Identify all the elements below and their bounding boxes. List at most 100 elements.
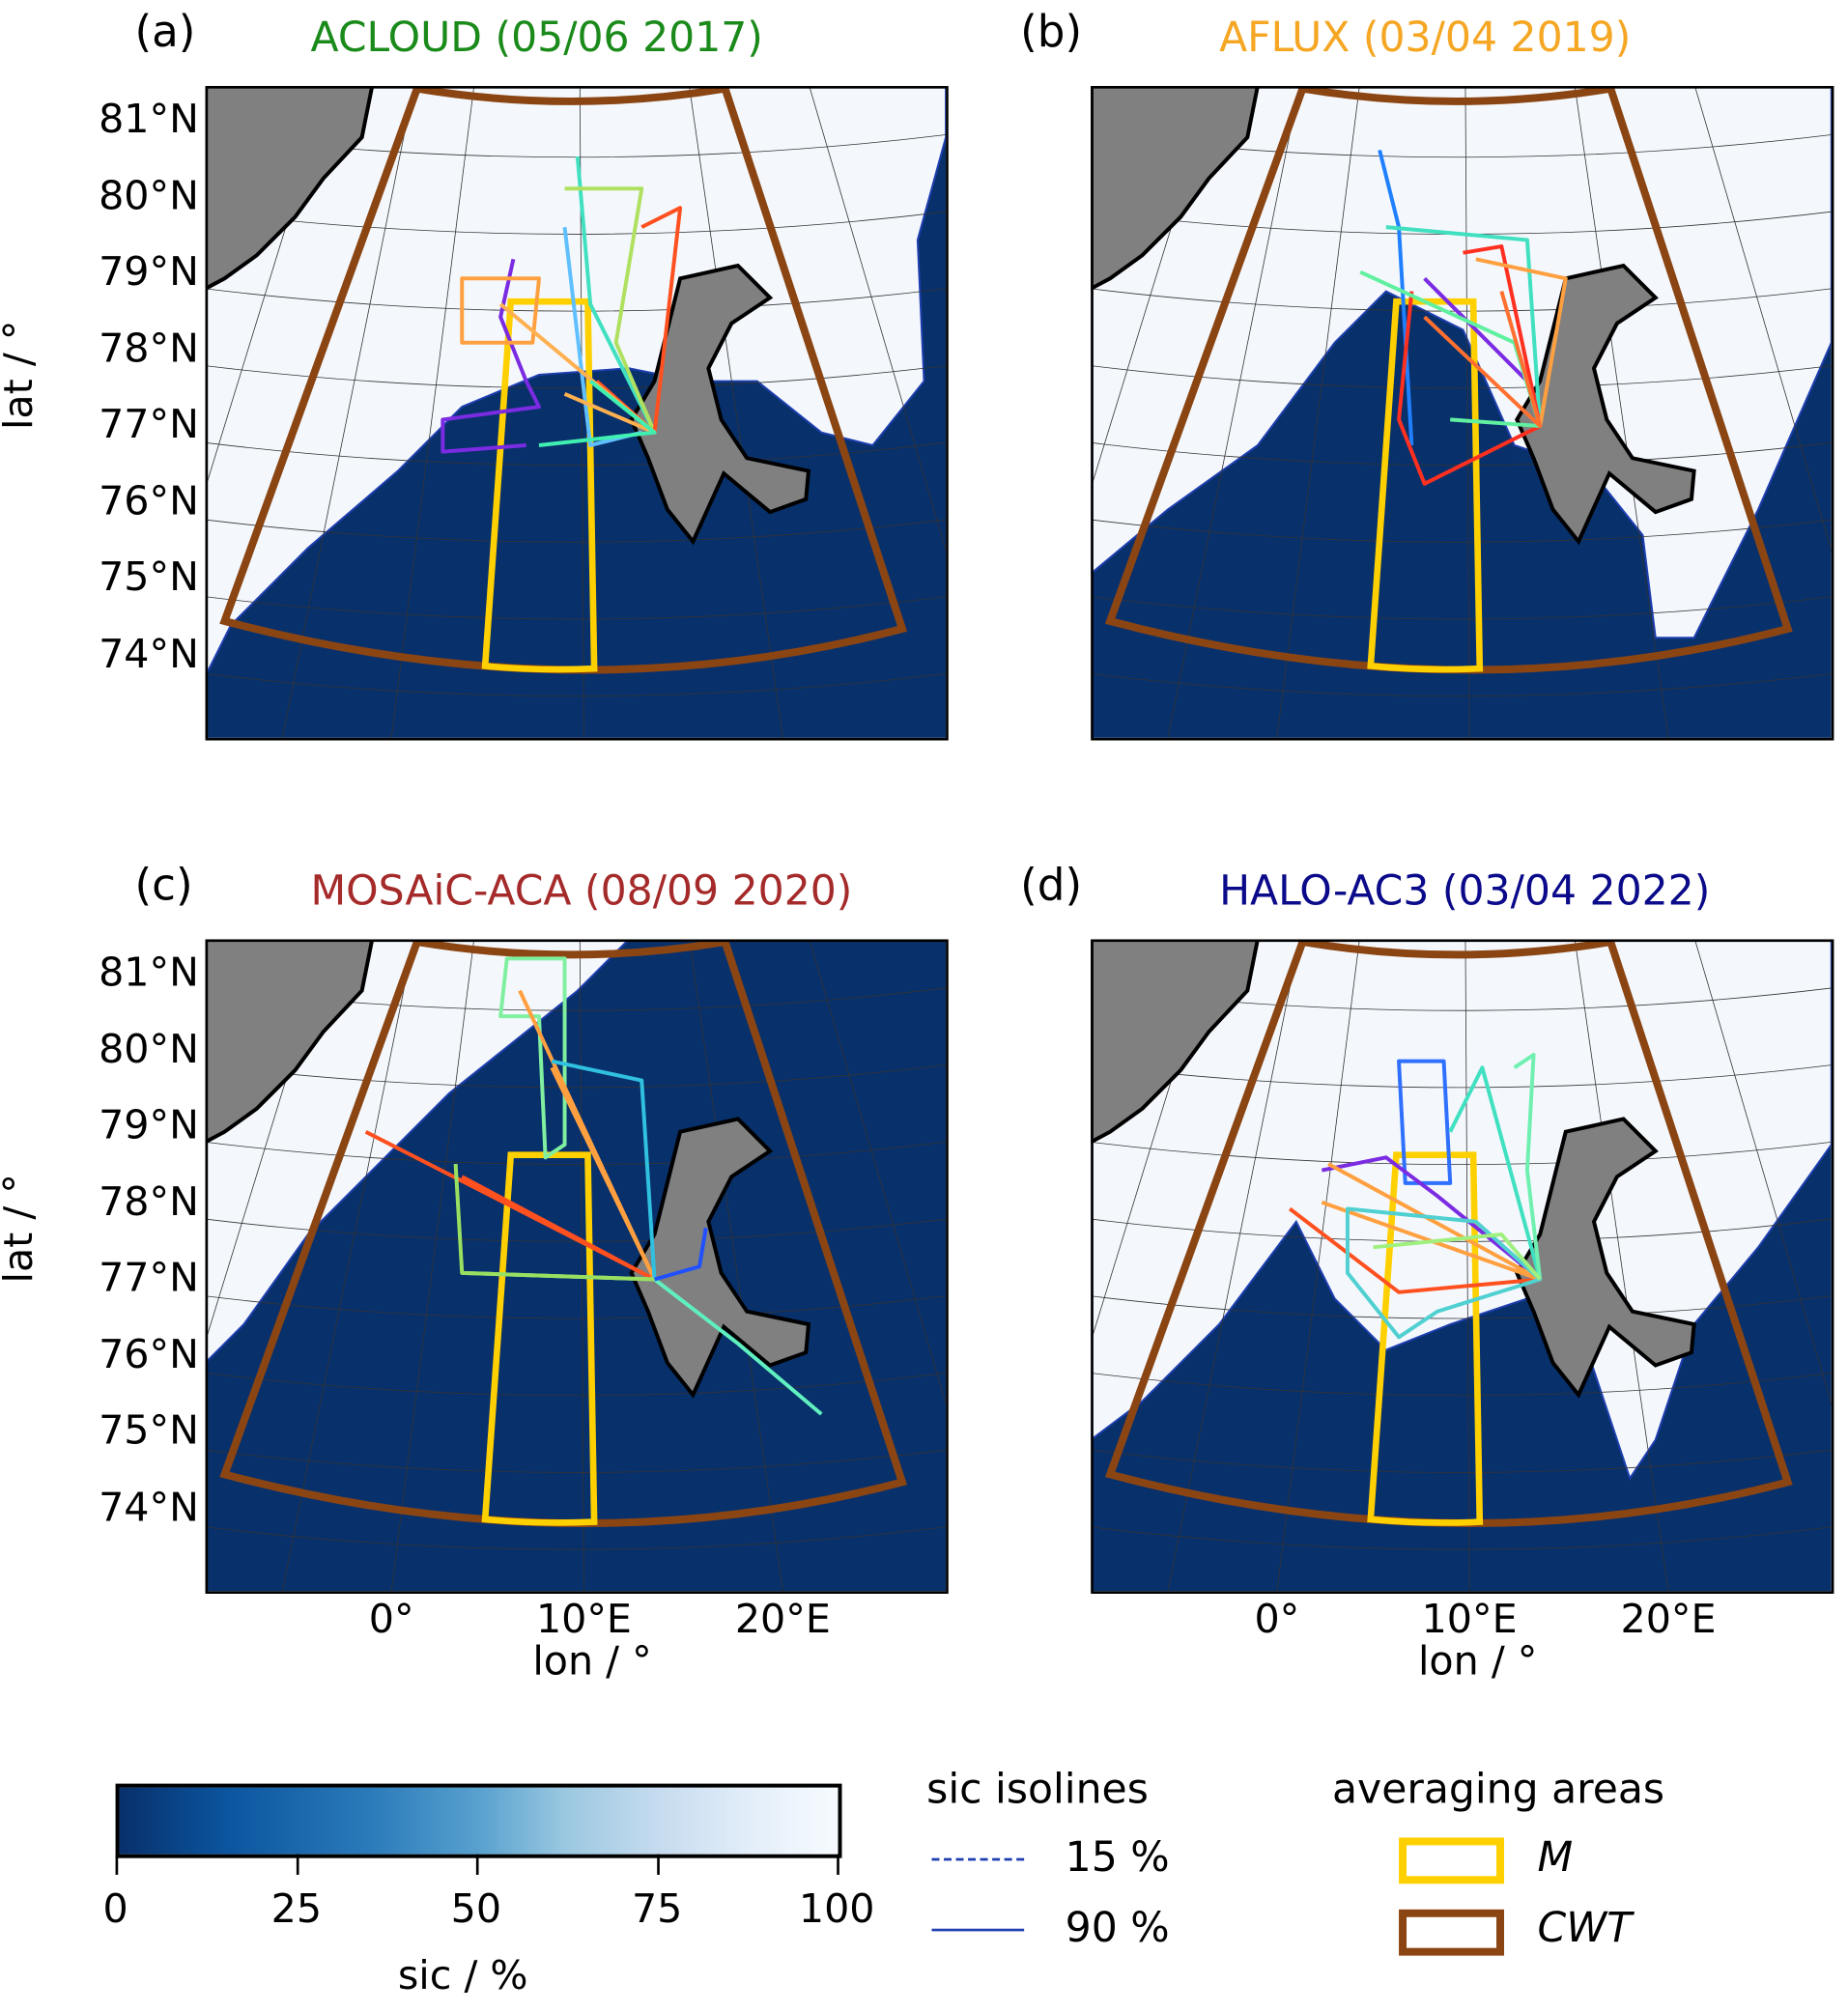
isoline-15-label: 15 % bbox=[1065, 1832, 1170, 1882]
lon-tick-label: 0° bbox=[1254, 1596, 1300, 1643]
meridian-gridline bbox=[1574, 86, 1669, 738]
isoline-90-swatch bbox=[931, 1928, 1025, 1932]
colorbar-tick bbox=[475, 1854, 479, 1875]
area-m-label: M bbox=[1537, 1832, 1574, 1882]
colorbar-tick bbox=[657, 1854, 660, 1875]
map-panel bbox=[205, 86, 949, 741]
parallel-gridline bbox=[1091, 519, 1832, 543]
parallel-gridline bbox=[205, 211, 947, 235]
parallel-gridline bbox=[205, 1449, 947, 1473]
flight-track bbox=[1475, 257, 1568, 427]
lat-tick-label: 78°N bbox=[99, 325, 199, 372]
greenland-land bbox=[1091, 86, 1260, 292]
flight-track bbox=[1513, 1053, 1543, 1280]
parallel-gridline bbox=[1091, 1449, 1832, 1473]
parallel-gridline bbox=[205, 1064, 947, 1089]
parallel-gridline bbox=[1091, 596, 1832, 620]
lon-tick-label: 20°E bbox=[1620, 1596, 1717, 1643]
colorbar-tick bbox=[837, 1854, 839, 1875]
parallel-gridline bbox=[1091, 1373, 1832, 1397]
flight-track bbox=[653, 1228, 708, 1282]
meridian-gridline bbox=[1167, 86, 1300, 738]
meridian-gridline bbox=[809, 939, 947, 1405]
map-frame bbox=[205, 939, 949, 1594]
meridian-gridline bbox=[1167, 939, 1300, 1592]
flight-track bbox=[1345, 1206, 1543, 1340]
panel-label: (c) bbox=[134, 860, 193, 912]
meridian-gridline bbox=[390, 939, 475, 1592]
greenland-land bbox=[205, 939, 375, 1145]
sea-ice-map bbox=[205, 86, 947, 738]
lat-tick-label: 79°N bbox=[99, 1102, 199, 1149]
lon-tick-label: 20°E bbox=[734, 1596, 831, 1643]
colorbar-tick-label: 50 bbox=[450, 1885, 502, 1933]
isolines-legend-title: sic isolines bbox=[926, 1764, 1149, 1814]
colorbar-tick-label: 100 bbox=[798, 1885, 875, 1933]
flight-track bbox=[1397, 1059, 1453, 1185]
lat-tick-label: 80°N bbox=[99, 172, 199, 219]
flight-track bbox=[1423, 291, 1543, 429]
greenland-land bbox=[1091, 939, 1260, 1145]
parallel-gridline bbox=[1091, 1064, 1832, 1089]
isoline-15-swatch bbox=[931, 1857, 1025, 1861]
panel-title: ACLOUD (05/06 2017) bbox=[310, 13, 763, 62]
lat-tick-label: 75°N bbox=[99, 553, 199, 601]
colorbar bbox=[115, 1783, 842, 1858]
parallel-gridline bbox=[1091, 673, 1832, 697]
lon-tick-label: 0° bbox=[368, 1596, 414, 1643]
sea-ice-map bbox=[1091, 939, 1832, 1592]
flight-track bbox=[441, 258, 541, 454]
flight-track bbox=[1288, 1206, 1541, 1294]
meridian-gridline bbox=[1464, 86, 1470, 738]
parallel-gridline bbox=[205, 673, 947, 697]
meridian-gridline bbox=[281, 939, 414, 1592]
parallel-gridline bbox=[205, 596, 947, 620]
panel-title: MOSAiC-ACA (08/09 2020) bbox=[310, 865, 853, 916]
meridian-gridline bbox=[689, 939, 783, 1592]
panel-title: AFLUX (03/04 2019) bbox=[1219, 13, 1632, 62]
parallel-gridline bbox=[1091, 1295, 1832, 1319]
parallel-gridline bbox=[1091, 1141, 1832, 1166]
area-cwt-label: CWT bbox=[1537, 1903, 1633, 1952]
meridian-gridline bbox=[809, 86, 947, 553]
m-area bbox=[1367, 298, 1484, 673]
meridian-gridline bbox=[689, 86, 783, 738]
sea-ice-map bbox=[205, 939, 947, 1592]
x-axis-label: lon / ° bbox=[1417, 1638, 1538, 1686]
meridian-gridline bbox=[1694, 86, 1832, 553]
meridian-gridline bbox=[1276, 939, 1360, 1592]
greenland-land bbox=[205, 86, 375, 292]
map-panel bbox=[1091, 86, 1834, 741]
colorbar-tick bbox=[115, 1854, 119, 1875]
lat-tick-label: 74°N bbox=[99, 630, 199, 677]
parallel-gridline bbox=[1091, 288, 1832, 312]
flight-track bbox=[1448, 1065, 1543, 1281]
flight-track bbox=[551, 1059, 657, 1280]
flight-track bbox=[1385, 225, 1543, 427]
x-axis-label: lon / ° bbox=[532, 1638, 652, 1686]
colorbar-tick-label: 25 bbox=[270, 1885, 323, 1933]
colorbar-label: sic / % bbox=[397, 1952, 528, 1999]
flight-track bbox=[575, 156, 657, 434]
panel-label: (a) bbox=[134, 6, 196, 58]
svalbard-land bbox=[1515, 263, 1696, 546]
meridian-gridline bbox=[281, 86, 414, 738]
lat-tick-label: 75°N bbox=[99, 1407, 199, 1455]
lat-tick-label: 80°N bbox=[99, 1026, 199, 1072]
cwt-area bbox=[1104, 86, 1793, 674]
cwt-area bbox=[219, 939, 908, 1527]
parallel-gridline bbox=[205, 1526, 947, 1550]
flight-track bbox=[564, 186, 657, 434]
flight-track bbox=[1397, 244, 1543, 486]
lon-tick-label: 10°E bbox=[1421, 1596, 1518, 1643]
lat-tick-label: 78°N bbox=[99, 1178, 199, 1226]
sea-ice-map bbox=[1091, 86, 1832, 738]
meridian-gridline bbox=[390, 86, 475, 738]
meridian-gridline bbox=[579, 939, 584, 1592]
colorbar-tick-label: 75 bbox=[631, 1885, 683, 1933]
lat-tick-label: 77°N bbox=[99, 401, 199, 448]
svalbard-land bbox=[1515, 1117, 1696, 1399]
parallel-gridline bbox=[205, 1295, 947, 1319]
panel-label: (d) bbox=[1020, 860, 1083, 912]
